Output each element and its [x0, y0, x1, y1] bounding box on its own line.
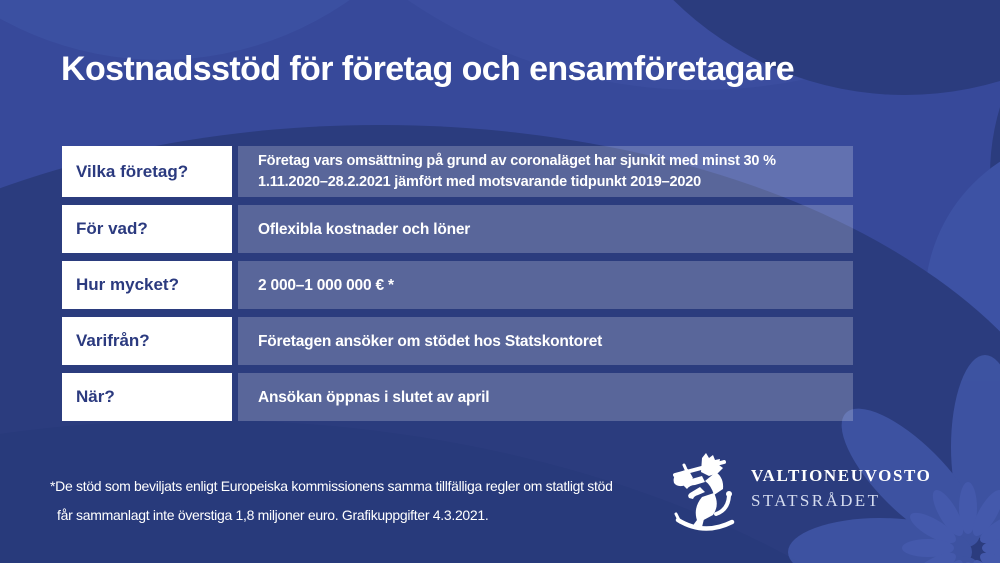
row-value: Ansökan öppnas i slutet av april	[238, 373, 853, 421]
government-logo: VALTIONEUVOSTO STATSRÅDET	[672, 450, 931, 532]
footnote-line-1: *De stöd som beviljats enligt Europeiska…	[50, 478, 613, 494]
org-name-fi: VALTIONEUVOSTO	[751, 466, 932, 485]
table-row: Varifrån? Företagen ansöker om stödet ho…	[62, 317, 853, 365]
row-value: Företagen ansöker om stödet hos Statskon…	[238, 317, 853, 365]
row-value: 2 000–1 000 000 € *	[238, 261, 853, 309]
row-label: Varifrån?	[62, 317, 232, 365]
table-row: Hur mycket? 2 000–1 000 000 € *	[62, 261, 853, 309]
row-value: Oflexibla kostnader och löner	[238, 205, 853, 253]
row-value: Företag vars omsättning på grund av coro…	[238, 146, 853, 197]
row-label: Vilka företag?	[62, 146, 232, 197]
page-title: Kostnadsstöd för företag och ensamföreta…	[61, 50, 795, 88]
table-row: När? Ansökan öppnas i slutet av april	[62, 373, 853, 421]
org-name-sv: STATSRÅDET	[751, 491, 881, 510]
footnote-line-2: får sammanlagt inte överstiga 1,8 miljon…	[57, 507, 489, 523]
row-label: När?	[62, 373, 232, 421]
table-row: För vad? Oflexibla kostnader och löner	[62, 205, 853, 253]
footnote: *De stöd som beviljats enligt Europeiska…	[50, 472, 613, 530]
finnish-lion-icon	[673, 453, 735, 531]
row-label: Hur mycket?	[62, 261, 232, 309]
row-label: För vad?	[62, 205, 232, 253]
info-table: Vilka företag? Företag vars omsättning p…	[62, 146, 853, 421]
table-row: Vilka företag? Företag vars omsättning p…	[62, 146, 853, 197]
logo-wordmark: VALTIONEUVOSTO STATSRÅDET	[751, 450, 931, 511]
